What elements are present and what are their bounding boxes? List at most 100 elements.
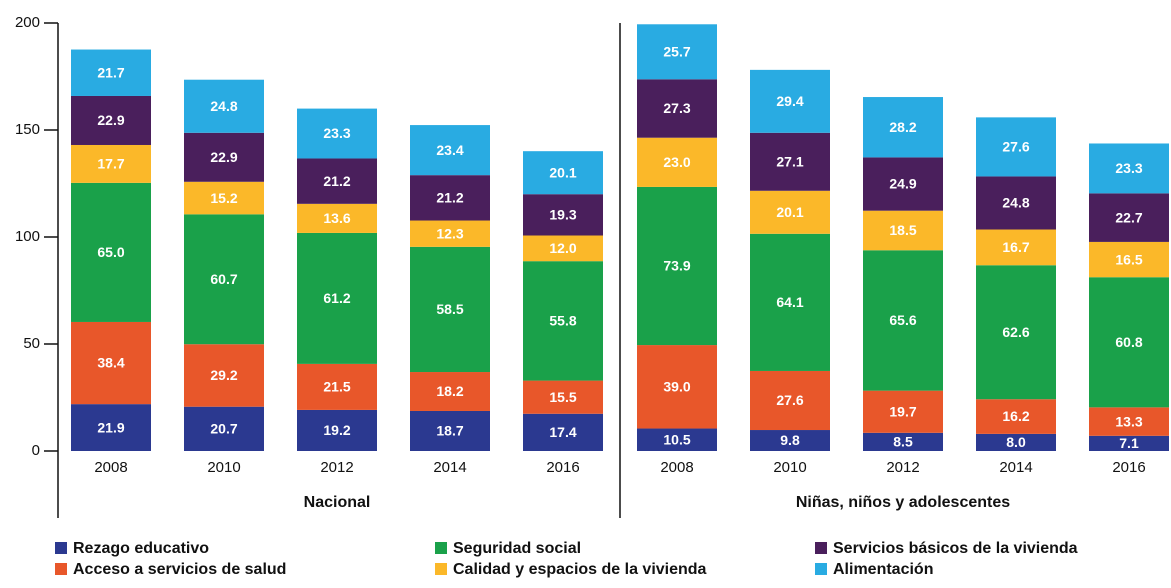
legend-label: Alimentación (833, 561, 933, 578)
bar-segment (976, 399, 1056, 434)
bar-segment (184, 79, 264, 133)
bar-segment (1089, 143, 1169, 194)
bar-segment (297, 363, 377, 410)
value-label: 39.0 (663, 379, 690, 395)
value-label: 64.1 (776, 294, 803, 310)
bar-segment (750, 132, 830, 191)
legend-swatch (435, 563, 447, 575)
bar-segment (637, 428, 717, 451)
bar-segment (750, 190, 830, 234)
bar-segment (863, 390, 943, 433)
x-tick-label: 2012 (886, 459, 919, 476)
value-label: 65.6 (889, 312, 916, 328)
bar-segment (297, 158, 377, 204)
bar-segment (1089, 277, 1169, 408)
bar-segment (184, 214, 264, 345)
value-label: 17.7 (97, 156, 124, 172)
value-label: 38.4 (97, 355, 124, 371)
value-label: 13.6 (323, 210, 350, 226)
value-label: 13.3 (1115, 413, 1142, 429)
value-label: 12.3 (436, 225, 463, 241)
value-label: 17.4 (549, 424, 576, 440)
value-label: 28.2 (889, 119, 916, 135)
value-label: 27.1 (776, 153, 803, 169)
value-label: 21.7 (97, 64, 124, 80)
bar-segment (184, 344, 264, 407)
value-label: 58.5 (436, 301, 463, 317)
x-tick-label: 2010 (773, 459, 806, 476)
legend-swatch (55, 542, 67, 554)
value-label: 21.2 (436, 190, 463, 206)
bar-segment (410, 175, 490, 221)
bar-segment (523, 261, 603, 381)
y-tick-label: 100 (15, 228, 40, 245)
value-label: 73.9 (663, 258, 690, 274)
bar-segment (976, 176, 1056, 230)
value-label: 18.2 (436, 383, 463, 399)
bar-segment (863, 97, 943, 158)
value-label: 60.7 (210, 271, 237, 287)
bar-segment (71, 144, 151, 183)
legend-swatch (815, 542, 827, 554)
bar-segment (410, 246, 490, 373)
value-label: 27.6 (1002, 139, 1029, 155)
value-label: 18.5 (889, 222, 916, 238)
value-label: 8.5 (893, 434, 913, 450)
bar-segment (297, 203, 377, 233)
bar-segment (184, 132, 264, 182)
bar-segment (523, 151, 603, 195)
bar-segment (637, 24, 717, 80)
x-tick-label: 2016 (546, 459, 579, 476)
bar-segment (976, 433, 1056, 451)
value-label: 20.7 (210, 421, 237, 437)
value-label: 12.0 (549, 240, 576, 256)
value-label: 24.8 (1002, 195, 1029, 211)
x-tick-label: 2012 (320, 459, 353, 476)
value-label: 20.1 (549, 164, 576, 180)
x-tick-label: 2010 (207, 459, 240, 476)
legend-swatch (435, 542, 447, 554)
x-tick-label: 2008 (660, 459, 693, 476)
legend-label: Acceso a servicios de salud (73, 561, 286, 578)
value-label: 23.3 (1115, 160, 1142, 176)
value-label: 16.7 (1002, 239, 1029, 255)
value-label: 60.8 (1115, 334, 1142, 350)
value-label: 18.7 (436, 423, 463, 439)
value-label: 10.5 (663, 431, 690, 447)
value-label: 29.2 (210, 367, 237, 383)
bar-segment (1089, 407, 1169, 436)
bar-segment (297, 232, 377, 364)
legend-swatch (55, 563, 67, 575)
value-label: 22.9 (210, 149, 237, 165)
bar-segment (750, 233, 830, 371)
bar-segment (523, 194, 603, 236)
bar-segment (750, 69, 830, 133)
bar-segment (71, 404, 151, 451)
value-label: 21.5 (323, 379, 350, 395)
value-label: 19.2 (323, 422, 350, 438)
x-tick-label: 2016 (1112, 459, 1145, 476)
x-tick-label: 2014 (433, 459, 466, 476)
bar-segment (184, 406, 264, 451)
bar-segment (71, 95, 151, 145)
value-label: 23.0 (663, 154, 690, 170)
bar-segment (863, 250, 943, 391)
value-label: 21.9 (97, 419, 124, 435)
value-label: 23.3 (323, 125, 350, 141)
value-label: 27.3 (663, 100, 690, 116)
x-tick-label: 2014 (999, 459, 1032, 476)
value-label: 15.5 (549, 389, 576, 405)
bar-segment (863, 210, 943, 251)
value-label: 15.2 (210, 190, 237, 206)
value-label: 25.7 (663, 43, 690, 59)
bar-segment (750, 430, 830, 451)
bar-segment (976, 229, 1056, 266)
bar-segment (976, 117, 1056, 177)
y-tick-label: 200 (15, 14, 40, 31)
group-label: Nacional (304, 494, 371, 511)
bar-segment (637, 79, 717, 138)
bar-segment (523, 235, 603, 262)
bar-segment (637, 345, 717, 429)
legend-label: Seguridad social (453, 540, 581, 557)
